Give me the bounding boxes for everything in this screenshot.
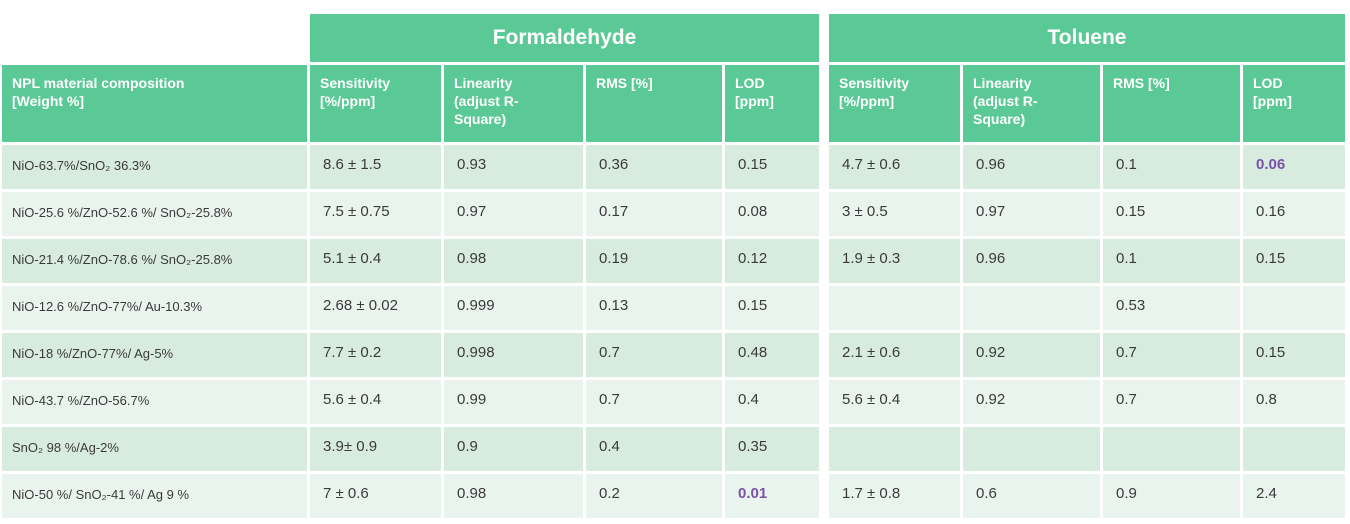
cell-t-sensitivity: 4.7 ± 0.6 [829,145,960,189]
cell-f-rms: 0.17 [586,192,722,236]
row-header-title: NPL material composition [Weight %] [2,65,307,142]
cell-f-linearity: 0.99 [444,380,583,424]
material-cell: NiO-43.7 %/ZnO-56.7% [2,380,307,424]
col-header-f-sensitivity: Sensitivity [%/ppm] [310,65,441,142]
cell-t-lod: 0.15 [1243,333,1345,377]
cell-t-linearity [963,286,1100,330]
cell-f-lod: 0.4 [725,380,819,424]
group-divider [822,333,826,377]
cell-t-rms: 0.1 [1103,145,1240,189]
group-divider [822,286,826,330]
cell-f-sensitivity: 3.9± 0.9 [310,427,441,471]
cell-f-lod: 0.15 [725,286,819,330]
cell-f-rms: 0.7 [586,333,722,377]
cell-t-rms: 0.53 [1103,286,1240,330]
cell-t-lod: 0.8 [1243,380,1345,424]
cell-t-linearity: 0.6 [963,474,1100,518]
cell-f-rms: 0.4 [586,427,722,471]
cell-f-linearity: 0.93 [444,145,583,189]
cell-f-sensitivity: 7 ± 0.6 [310,474,441,518]
cell-f-linearity: 0.97 [444,192,583,236]
cell-f-sensitivity: 7.7 ± 0.2 [310,333,441,377]
cell-t-lod: 0.15 [1243,239,1345,283]
cell-t-sensitivity: 1.7 ± 0.8 [829,474,960,518]
group-divider [822,145,826,189]
cell-t-linearity: 0.97 [963,192,1100,236]
cell-f-linearity: 0.98 [444,474,583,518]
col-header-f-rms: RMS [%] [586,65,722,142]
cell-f-lod: 0.35 [725,427,819,471]
col-header-t-sensitivity: Sensitivity [%/ppm] [829,65,960,142]
cell-t-sensitivity: 1.9 ± 0.3 [829,239,960,283]
cell-f-lod-highlighted: 0.01 [725,474,819,518]
cell-f-rms: 0.13 [586,286,722,330]
cell-t-rms: 0.9 [1103,474,1240,518]
group-header-toluene: Toluene [829,14,1345,62]
material-cell: NiO-25.6 %/ZnO-52.6 %/ SnO₂-25.8% [2,192,307,236]
cell-t-sensitivity: 2.1 ± 0.6 [829,333,960,377]
cell-f-sensitivity: 7.5 ± 0.75 [310,192,441,236]
cell-f-lod: 0.08 [725,192,819,236]
col-header-t-linearity: Linearity (adjust R- Square) [963,65,1100,142]
cell-t-linearity: 0.92 [963,380,1100,424]
material-cell: NiO-21.4 %/ZnO-78.6 %/ SnO₂-25.8% [2,239,307,283]
cell-f-linearity: 0.9 [444,427,583,471]
cell-f-rms: 0.7 [586,380,722,424]
group-divider [822,65,826,142]
cell-t-sensitivity: 5.6 ± 0.4 [829,380,960,424]
cell-f-rms: 0.19 [586,239,722,283]
cell-t-rms: 0.7 [1103,333,1240,377]
group-divider [822,474,826,518]
material-cell: NiO-50 %/ SnO₂-41 %/ Ag 9 % [2,474,307,518]
material-cell: NiO-63.7%/SnO₂ 36.3% [2,145,307,189]
group-header-formaldehyde: Formaldehyde [310,14,819,62]
cell-t-lod: 2.4 [1243,474,1345,518]
cell-f-linearity: 0.999 [444,286,583,330]
cell-t-rms: 0.15 [1103,192,1240,236]
group-divider [822,380,826,424]
col-header-t-lod: LOD [ppm] [1243,65,1345,142]
cell-f-sensitivity: 2.68 ± 0.02 [310,286,441,330]
cell-t-sensitivity [829,286,960,330]
col-header-f-linearity: Linearity (adjust R- Square) [444,65,583,142]
group-divider [822,239,826,283]
cell-t-lod-highlighted: 0.06 [1243,145,1345,189]
cell-t-lod [1243,427,1345,471]
cell-t-lod: 0.16 [1243,192,1345,236]
cell-t-lod [1243,286,1345,330]
cell-t-rms [1103,427,1240,471]
cell-f-linearity: 0.998 [444,333,583,377]
cell-t-sensitivity [829,427,960,471]
cell-t-rms: 0.1 [1103,239,1240,283]
cell-f-sensitivity: 5.6 ± 0.4 [310,380,441,424]
material-cell: NiO-18 %/ZnO-77%/ Ag-5% [2,333,307,377]
group-divider [822,427,826,471]
cell-f-lod: 0.48 [725,333,819,377]
cell-t-rms: 0.7 [1103,380,1240,424]
cell-t-linearity [963,427,1100,471]
cell-t-sensitivity: 3 ± 0.5 [829,192,960,236]
cell-f-lod: 0.15 [725,145,819,189]
col-header-f-lod: LOD [ppm] [725,65,819,142]
cell-f-rms: 0.36 [586,145,722,189]
material-cell: SnO₂ 98 %/Ag-2% [2,427,307,471]
cell-f-rms: 0.2 [586,474,722,518]
cell-t-linearity: 0.96 [963,239,1100,283]
cell-t-linearity: 0.92 [963,333,1100,377]
group-divider [822,14,826,62]
cell-f-sensitivity: 8.6 ± 1.5 [310,145,441,189]
cell-f-sensitivity: 5.1 ± 0.4 [310,239,441,283]
col-header-t-rms: RMS [%] [1103,65,1240,142]
cell-f-lod: 0.12 [725,239,819,283]
cell-t-linearity: 0.96 [963,145,1100,189]
cell-f-linearity: 0.98 [444,239,583,283]
corner-spacer [2,14,307,62]
material-cell: NiO-12.6 %/ZnO-77%/ Au-10.3% [2,286,307,330]
group-divider [822,192,826,236]
